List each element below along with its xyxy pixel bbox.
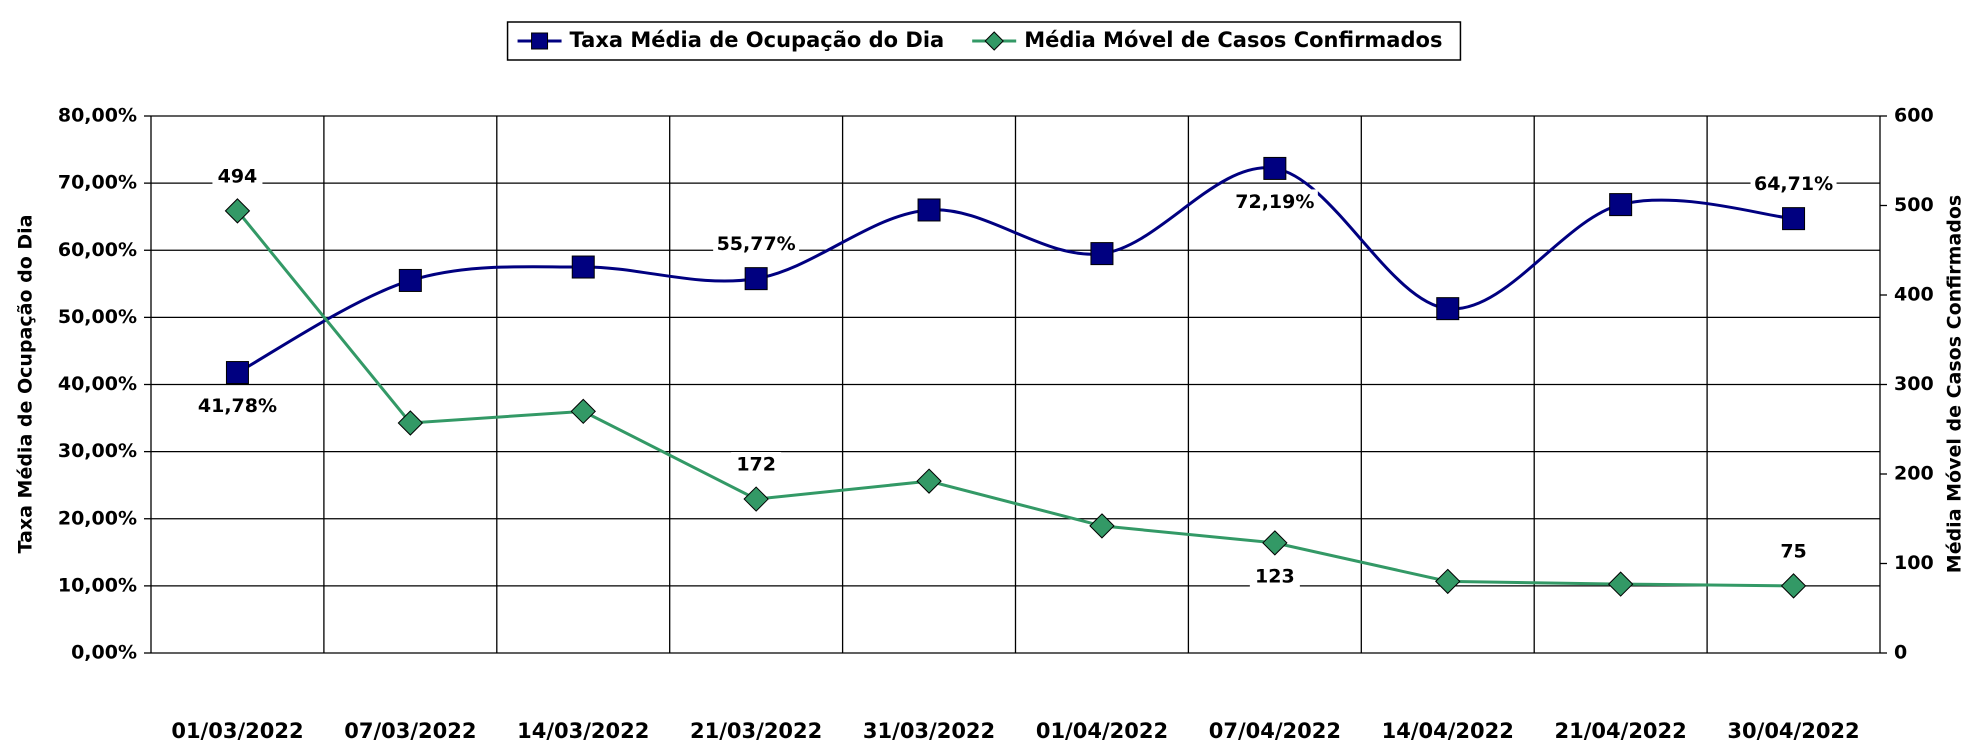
- y2-axis-label: Média Móvel de Casos Confirmados: [1944, 195, 1966, 573]
- label-bg: [713, 231, 800, 258]
- series-line: [236, 209, 1794, 588]
- y-tick-label: 80,00%: [58, 105, 137, 127]
- data-label: 64,71%: [1754, 173, 1833, 195]
- marker: [916, 468, 942, 494]
- marker: [1782, 207, 1806, 231]
- label-bg: [731, 452, 782, 479]
- legend-marker: [531, 32, 549, 50]
- marker: [1262, 530, 1288, 556]
- data-label: 41,78%: [198, 395, 277, 417]
- x-tick-label: 01/03/2022: [171, 719, 303, 743]
- x-tick-label: 14/03/2022: [517, 719, 649, 743]
- legend-label: Taxa Média de Ocupação do Dia: [570, 28, 945, 52]
- legend-label: Média Móvel de Casos Confirmados: [1024, 28, 1442, 52]
- marker: [1607, 571, 1634, 597]
- y-tick-label: 40,00%: [58, 373, 137, 395]
- x-tick-label: 07/04/2022: [1209, 719, 1341, 743]
- marker: [570, 398, 596, 425]
- marker: [397, 410, 424, 436]
- marker: [571, 255, 595, 279]
- data-label: 55,77%: [717, 233, 796, 255]
- legend: Taxa Média de Ocupação do Dia Média Móvel…: [506, 21, 1462, 61]
- label-bg: [1774, 538, 1813, 565]
- y-tick-label: 60,00%: [58, 239, 137, 261]
- data-label: 494: [218, 165, 258, 187]
- y2-tick-label: 400: [1894, 284, 1934, 306]
- y2-tick-label: 500: [1894, 194, 1934, 216]
- y-tick-label: 30,00%: [58, 440, 137, 462]
- data-label: 172: [736, 454, 776, 476]
- y2-tick-label: 200: [1894, 463, 1934, 485]
- legend-marker: [984, 31, 1004, 51]
- label-bg: [194, 393, 281, 420]
- label-bg: [1750, 171, 1837, 198]
- data-label: 72,19%: [1235, 191, 1314, 213]
- y-tick-label: 0,00%: [71, 642, 137, 664]
- marker: [743, 486, 769, 512]
- marker: [1436, 297, 1460, 321]
- label-bg: [212, 163, 263, 190]
- x-tick-label: 21/04/2022: [1555, 719, 1687, 743]
- marker: [1780, 573, 1807, 599]
- y-tick-label: 10,00%: [58, 574, 137, 596]
- marker: [917, 198, 941, 222]
- y-tick-label: 70,00%: [58, 172, 137, 194]
- y2-tick-label: 0: [1894, 642, 1907, 664]
- x-tick-label: 31/03/2022: [863, 719, 995, 743]
- series-line: [236, 166, 1794, 374]
- marker: [225, 361, 249, 385]
- y-axis-label: Taxa Média de Ocupação do Dia: [15, 215, 37, 554]
- data-label: 123: [1255, 565, 1295, 587]
- y2-tick-label: 300: [1894, 373, 1934, 395]
- marker: [398, 268, 422, 292]
- x-tick-label: 01/04/2022: [1036, 719, 1168, 743]
- y2-tick-label: 600: [1894, 105, 1934, 127]
- marker: [1435, 568, 1461, 595]
- marker: [1089, 513, 1115, 539]
- x-tick-label: 21/03/2022: [690, 719, 822, 743]
- x-tick-label: 30/04/2022: [1727, 719, 1859, 743]
- label-bg: [1249, 563, 1300, 590]
- label-bg: [1231, 189, 1318, 216]
- marker: [1609, 193, 1633, 217]
- x-tick-label: 14/04/2022: [1382, 719, 1514, 743]
- marker: [744, 267, 768, 291]
- y-tick-label: 20,00%: [58, 507, 137, 529]
- marker: [1263, 156, 1287, 180]
- y-tick-label: 50,00%: [58, 306, 137, 328]
- x-tick-label: 07/03/2022: [344, 719, 476, 743]
- y2-tick-label: 100: [1894, 552, 1934, 574]
- marker: [224, 198, 251, 224]
- marker: [1090, 242, 1114, 266]
- data-label: 75: [1780, 540, 1806, 562]
